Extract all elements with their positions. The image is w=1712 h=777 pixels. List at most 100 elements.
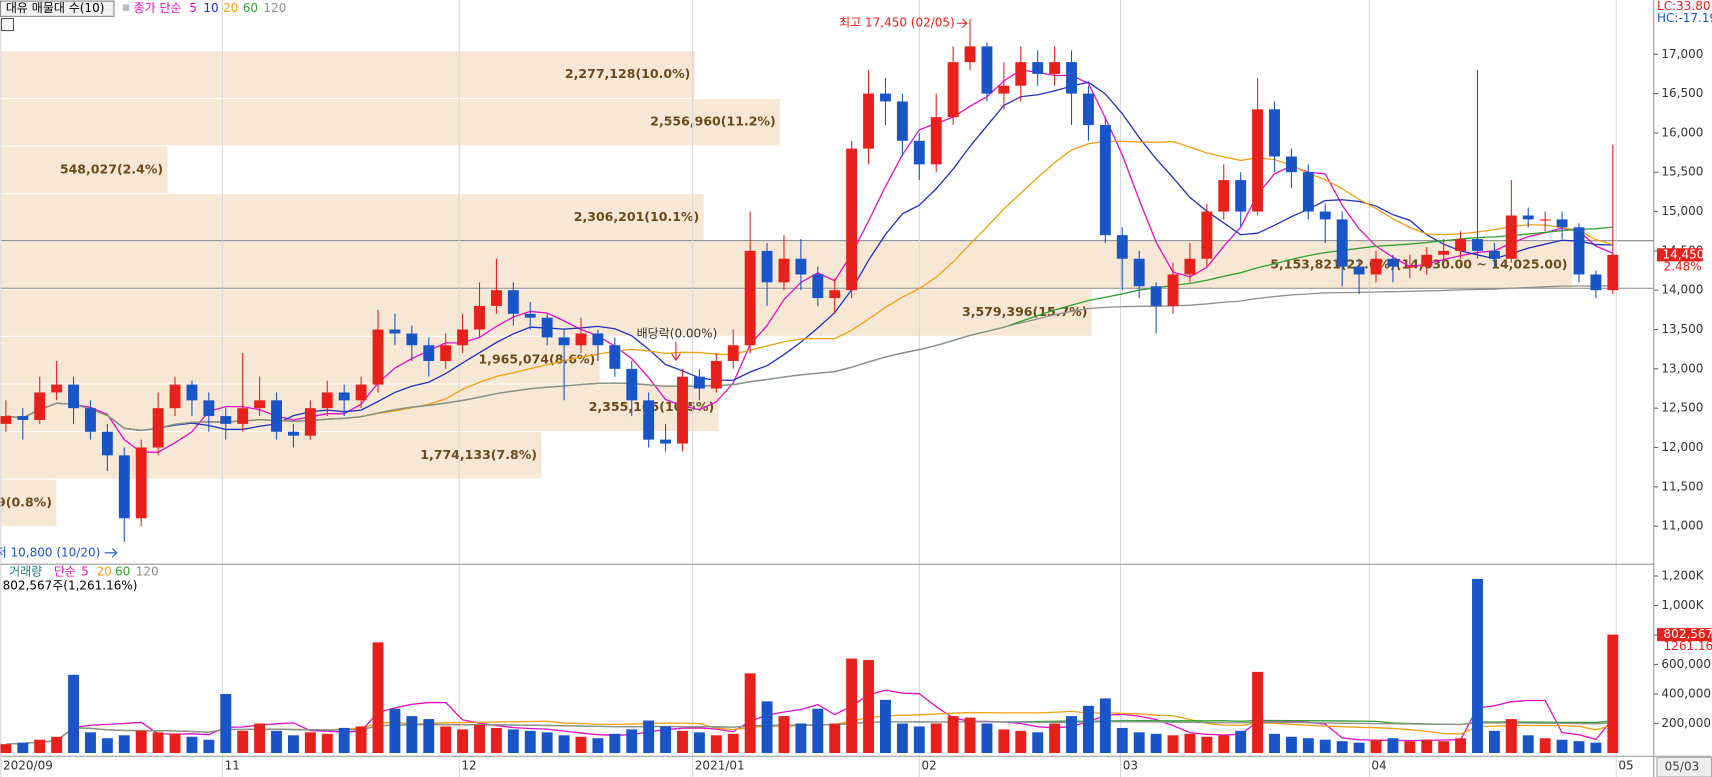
volume-bar	[744, 673, 756, 753]
candle-body	[423, 345, 435, 361]
volume-bar	[930, 723, 942, 753]
volume-band	[0, 146, 168, 194]
volume-bar	[1607, 634, 1619, 753]
y-tick-label: 13,500	[1661, 322, 1703, 336]
volume-bar	[1387, 738, 1399, 753]
volume-bar	[1302, 738, 1314, 753]
volume-ma-label: 단순	[54, 564, 76, 578]
candle-body	[1167, 274, 1179, 306]
candle-body	[1472, 239, 1483, 251]
candle-body	[85, 408, 96, 432]
y-tick-label: 16,000	[1661, 125, 1703, 139]
volume-bar	[355, 726, 367, 753]
volume-bar	[643, 720, 655, 753]
band-label: 548,027(2.4%)	[60, 161, 163, 176]
volume-bar	[1167, 735, 1179, 753]
band-label: 183,269(0.8%)	[0, 494, 52, 509]
candle-body	[254, 400, 266, 409]
volume-band	[0, 194, 704, 241]
y-tick-label: 11,000	[1661, 519, 1703, 533]
candle-body	[321, 392, 333, 409]
volume-change-label: 1261.16%	[1664, 639, 1712, 653]
candle-body	[507, 290, 519, 314]
x-tick-label: 12	[461, 759, 476, 773]
volume-bar	[1201, 736, 1213, 753]
volume-bar	[389, 708, 401, 753]
volume-band	[0, 99, 781, 146]
volume-legend: 거래량	[9, 564, 42, 578]
candle-body	[761, 250, 773, 283]
candle-body	[1235, 180, 1247, 212]
volume-bar	[1032, 732, 1044, 753]
candle-body	[1032, 62, 1044, 74]
candle-body	[913, 140, 925, 165]
grid-icon	[0, 18, 15, 32]
volume-band	[0, 51, 695, 98]
cursor-date: 05/03	[1665, 760, 1700, 774]
volume-bar	[1049, 723, 1061, 753]
candle-body	[51, 384, 63, 393]
volume-bar	[321, 733, 333, 753]
candle-body	[1252, 109, 1264, 212]
volume-bar	[474, 724, 485, 753]
legend-box	[0, 0, 115, 17]
candle-body	[135, 447, 147, 519]
candle-body	[1116, 235, 1128, 259]
volume-bar	[490, 727, 502, 753]
volume-bar	[1133, 732, 1145, 753]
volume-band	[0, 479, 57, 527]
volume-bar	[220, 693, 232, 753]
volume-bar	[812, 708, 824, 753]
volume-bar	[135, 730, 147, 753]
volume-bar	[1404, 741, 1416, 753]
candle-body	[1522, 215, 1534, 220]
y-tick-label: 14,000	[1661, 283, 1703, 297]
volume-bar	[863, 660, 875, 753]
candle-body	[846, 148, 858, 291]
candle-body	[490, 290, 502, 306]
candle-body	[1455, 239, 1467, 251]
band-label: 2,556,960(11.2%)	[650, 113, 775, 128]
volume-bar	[1505, 719, 1517, 753]
volume-bar	[947, 716, 959, 753]
band-value: 2,306,201(10.1%)	[574, 208, 699, 223]
volume-bar	[1472, 578, 1483, 753]
volume-bar	[1184, 733, 1196, 753]
volume-bar	[372, 642, 384, 753]
volume-bar	[660, 726, 672, 753]
x-tick-label: 11	[225, 759, 240, 773]
candle-body	[1573, 227, 1585, 275]
candle-body	[1556, 219, 1568, 228]
candle-body	[1353, 266, 1365, 275]
candle-body	[1319, 211, 1331, 220]
volume-bar	[829, 723, 841, 753]
candle-body	[829, 290, 841, 299]
candle-body	[1218, 180, 1230, 212]
candle-body	[609, 345, 621, 369]
volume-bar	[727, 733, 739, 753]
change-label: 2.48%	[1664, 259, 1702, 273]
volume-bar	[1082, 705, 1094, 753]
volume-bar	[998, 729, 1010, 753]
candle-body	[1184, 258, 1196, 275]
band-value: 548,027(2.4%)	[60, 161, 163, 176]
candle-body	[118, 455, 130, 519]
candles	[0, 18, 1619, 753]
volume-bar	[457, 729, 469, 753]
ma-period: 120	[263, 1, 286, 15]
volume-bar	[1235, 730, 1247, 753]
y-tick-label: 1,200K	[1661, 568, 1704, 582]
volume-bar	[1539, 738, 1551, 753]
volume-bar	[1336, 741, 1348, 753]
x-tick-label: 04	[1371, 759, 1386, 773]
high-arrow	[956, 18, 968, 28]
candle-body	[998, 85, 1010, 94]
volume-bar	[85, 732, 96, 753]
candle-body	[541, 317, 553, 338]
volume-bar	[1573, 741, 1585, 753]
candle-body	[1201, 211, 1213, 259]
x-tick-label: 2021/01	[695, 759, 745, 773]
candle-body	[186, 384, 198, 401]
band-label: 1,965,074(8.6%)	[478, 351, 595, 366]
candle-body	[389, 329, 401, 334]
